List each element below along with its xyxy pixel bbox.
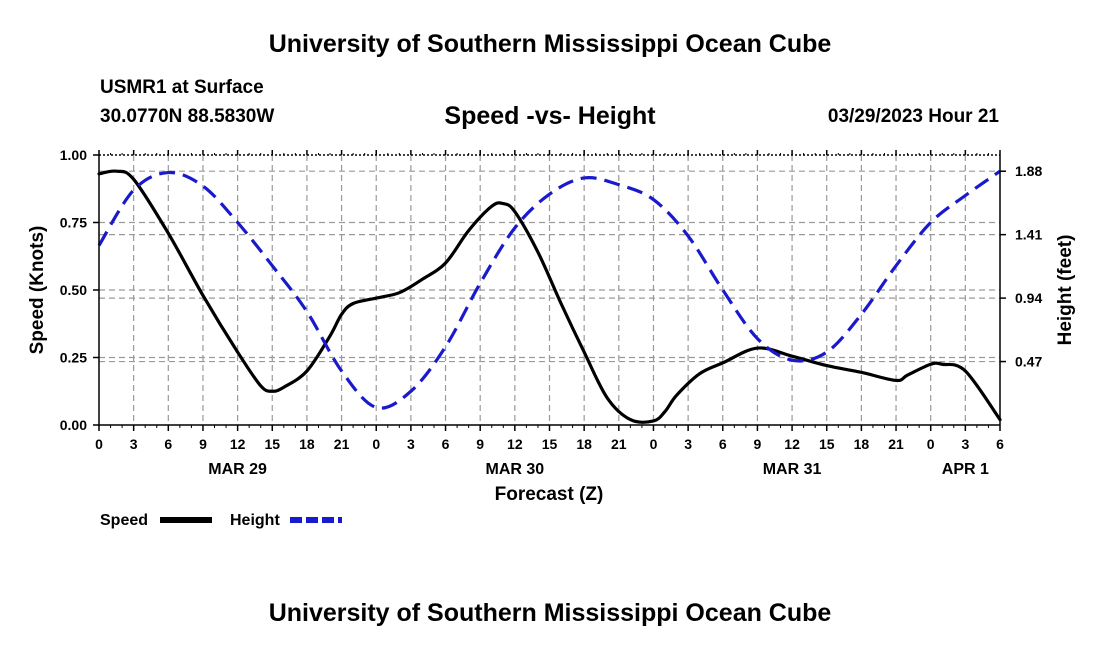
series-layer [97, 169, 1002, 424]
footer-title: University of Southern Mississippi Ocean… [268, 599, 832, 627]
series-line-speed [97, 169, 1002, 424]
y-axis-title: Speed (Knots) [27, 226, 48, 355]
y2-axis-title: Height (feet) [1055, 235, 1076, 346]
x-tick-label: 6 [719, 436, 727, 452]
x-tick-label: 18 [576, 436, 592, 452]
x-tick-label: 6 [996, 436, 1004, 452]
labels-layer: Forecast (Z) Speed (Knots) Height (feet) [27, 226, 1076, 505]
y2-tick-label: 1.88 [1015, 163, 1042, 179]
x-tick-label: 9 [754, 436, 762, 452]
date-label: APR 1 [942, 461, 989, 478]
x-tick-label: 15 [264, 436, 280, 452]
x-tick-label: 12 [784, 436, 800, 452]
x-tick-label: 0 [650, 436, 658, 452]
x-tick-label: 15 [819, 436, 835, 452]
date-label: MAR 29 [208, 461, 267, 478]
x-tick-label: 21 [611, 436, 627, 452]
x-tick-label: 21 [334, 436, 350, 452]
grid-layer [99, 155, 1000, 425]
x-tick-label: 18 [854, 436, 870, 452]
y-tick-label: 0.75 [60, 215, 87, 231]
x-tick-label: 9 [476, 436, 484, 452]
axes-layer: 0 3 6 9 12 15 18 21 0 3 6 9 12 15 18 21 0 3 6 9 12 15 18 21 0 3 6 M… [60, 147, 1043, 478]
station-coordinates: 30.0770N 88.5830W [100, 106, 275, 127]
x-tick-label: 9 [199, 436, 207, 452]
y-tick-label: 0.00 [60, 417, 87, 433]
forecast-datetime: 03/29/2023 Hour 21 [827, 106, 999, 127]
y-tick-label: 0.50 [60, 282, 87, 298]
x-tick-label: 6 [164, 436, 172, 452]
date-label: MAR 30 [486, 461, 545, 478]
x-tick-label: 0 [95, 436, 103, 452]
x-axis-title: Forecast (Z) [495, 484, 604, 505]
x-tick-label: 3 [961, 436, 969, 452]
y2-tick-label: 0.47 [1015, 354, 1042, 370]
x-tick-label: 3 [684, 436, 692, 452]
chart-subtitle: Speed -vs- Height [444, 102, 656, 130]
x-tick-label: 12 [507, 436, 523, 452]
x-tick-label: 12 [230, 436, 246, 452]
y-tick-label: 1.00 [60, 147, 87, 163]
date-label: MAR 31 [763, 461, 822, 478]
y-tick-label: 0.25 [60, 350, 87, 366]
y2-tick-label: 1.41 [1015, 227, 1042, 243]
legend-label-height: Height [230, 512, 280, 529]
x-tick-label: 0 [372, 436, 380, 452]
x-tick-label: 6 [442, 436, 450, 452]
x-tick-label: 3 [130, 436, 138, 452]
x-tick-label: 3 [407, 436, 415, 452]
main-title: University of Southern Mississippi Ocean… [268, 30, 832, 58]
x-tick-label: 15 [542, 436, 558, 452]
legend: Speed Height [100, 512, 342, 529]
series-line-height [97, 169, 1001, 410]
y2-tick-label: 0.94 [1015, 290, 1042, 306]
x-tick-label: 0 [927, 436, 935, 452]
station-name: USMR1 at Surface [100, 77, 264, 98]
x-tick-label: 18 [299, 436, 315, 452]
legend-label-speed: Speed [100, 512, 148, 529]
x-tick-label: 21 [888, 436, 904, 452]
